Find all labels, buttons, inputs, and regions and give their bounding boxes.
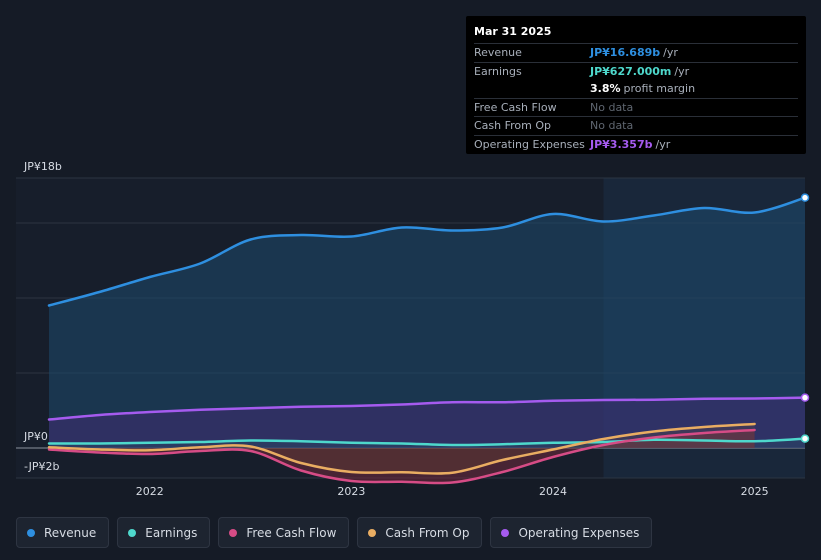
- x-tick-label: 2024: [539, 485, 567, 498]
- legend-item-revenue[interactable]: Revenue: [16, 517, 110, 548]
- tooltip-value: JP¥16.689b: [590, 46, 661, 59]
- tooltip-label: Earnings: [474, 64, 522, 78]
- area-cash-from-op: [49, 424, 755, 474]
- endpoint-earnings: [800, 434, 810, 443]
- tooltip-unit: /yr: [663, 46, 678, 59]
- legend-item-cash-from-op[interactable]: Cash From Op: [357, 517, 483, 548]
- tooltip: Mar 31 2025 Revenue JP¥16.689b /yr Earni…: [466, 16, 806, 154]
- legend-dot-icon: [128, 528, 137, 537]
- tooltip-label: Operating Expenses: [474, 137, 585, 151]
- legend-item-earnings[interactable]: Earnings: [117, 517, 211, 548]
- y-tick-label: -JP¥2b: [24, 460, 59, 473]
- tooltip-label: [474, 80, 590, 98]
- endpoint-revenue: [800, 193, 810, 202]
- tooltip-row-earnings: Earnings JP¥627.000m /yr: [474, 61, 798, 81]
- legend-item-operating-expenses[interactable]: Operating Expenses: [490, 517, 653, 548]
- legend: Revenue Earnings Free Cash Flow Cash Fro…: [16, 517, 660, 550]
- tooltip-label: Cash From Op: [474, 119, 552, 133]
- line-cash-from-op: [47, 422, 756, 475]
- endpoint-operating-expenses: [800, 393, 810, 402]
- line-revenue: [47, 196, 807, 307]
- legend-item-free-cash-flow[interactable]: Free Cash Flow: [218, 517, 350, 548]
- tooltip-unit: profit margin: [623, 82, 696, 96]
- y-tick-label: JP¥18b: [23, 160, 62, 173]
- tooltip-value: No data: [590, 100, 634, 114]
- legend-dot-icon: [368, 528, 377, 537]
- x-tick-label: 2025: [741, 485, 769, 498]
- tooltip-label: Free Cash Flow: [474, 100, 557, 114]
- tooltip-value: JP¥3.357b: [590, 137, 653, 151]
- line-free-cash-flow: [47, 428, 756, 485]
- legend-dot-icon: [501, 528, 510, 537]
- line-operating-expenses: [47, 396, 807, 421]
- tooltip-unit: /yr: [655, 137, 671, 151]
- tooltip-value: JP¥627.000m: [590, 64, 672, 78]
- legend-dot-icon: [27, 528, 35, 537]
- tooltip-unit: /yr: [674, 64, 690, 78]
- x-tick-label: 2023: [337, 485, 365, 498]
- area-revenue: [49, 197, 805, 448]
- y-tick-label: JP¥0: [23, 430, 48, 443]
- legend-label: Operating Expenses: [518, 525, 640, 540]
- legend-label: Revenue: [44, 525, 97, 540]
- legend-label: Earnings: [145, 525, 198, 540]
- tooltip-row-opex: Operating Expenses JP¥3.357b /yr: [474, 134, 798, 154]
- tooltip-row-cfo: Cash From Op No data: [474, 116, 798, 135]
- tooltip-row-margin: 3.8% profit margin: [474, 80, 798, 98]
- tooltip-row-revenue: Revenue JP¥16.689b /yr: [474, 43, 798, 62]
- tooltip-row-fcf: Free Cash Flow No data: [474, 97, 798, 117]
- tooltip-value: No data: [590, 119, 634, 133]
- x-tick-label: 2022: [136, 485, 164, 498]
- tooltip-value: 3.8%: [590, 82, 621, 96]
- legend-label: Free Cash Flow: [246, 525, 337, 540]
- area-free-cash-flow: [49, 430, 755, 484]
- tooltip-date: Mar 31 2025: [474, 25, 552, 38]
- tooltip-label: Revenue: [474, 46, 522, 59]
- line-earnings: [47, 437, 807, 447]
- legend-label: Cash From Op: [385, 525, 470, 540]
- area-operating-expenses: [49, 397, 805, 448]
- legend-dot-icon: [229, 528, 238, 537]
- chart: JP¥18b JP¥0 -JP¥2b 2022 2023 2024 2025: [16, 160, 810, 498]
